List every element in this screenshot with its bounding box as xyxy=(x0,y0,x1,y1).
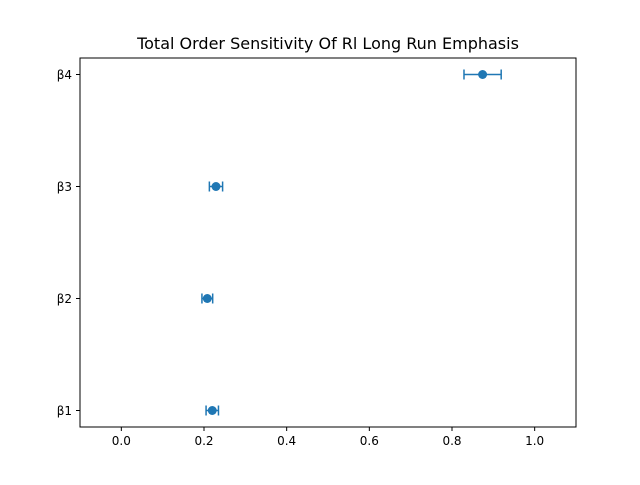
x-tick-label: 0.8 xyxy=(442,434,461,448)
y-tick-label: β2 xyxy=(57,292,72,306)
y-axis: β1 β2 β3 β4 xyxy=(57,68,80,418)
chart-title: Total Order Sensitivity Of Rl Long Run E… xyxy=(136,34,519,53)
y-tick-label: β3 xyxy=(57,180,72,194)
data-point xyxy=(478,70,488,79)
x-tick-label: 1.0 xyxy=(525,434,544,448)
y-tick-label: β1 xyxy=(57,404,72,418)
x-tick-label: 0.0 xyxy=(112,434,131,448)
plot-area xyxy=(201,69,502,416)
data-point xyxy=(202,294,212,303)
y-tick-label: β4 xyxy=(57,68,72,82)
data-point xyxy=(207,406,217,415)
data-point xyxy=(211,182,221,191)
axes-frame xyxy=(79,57,577,428)
x-tick-label: 0.4 xyxy=(277,434,296,448)
x-axis: 0.0 0.2 0.4 0.6 0.8 1.0 xyxy=(112,427,544,448)
x-tick-label: 0.2 xyxy=(194,434,213,448)
x-tick-label: 0.6 xyxy=(360,434,379,448)
